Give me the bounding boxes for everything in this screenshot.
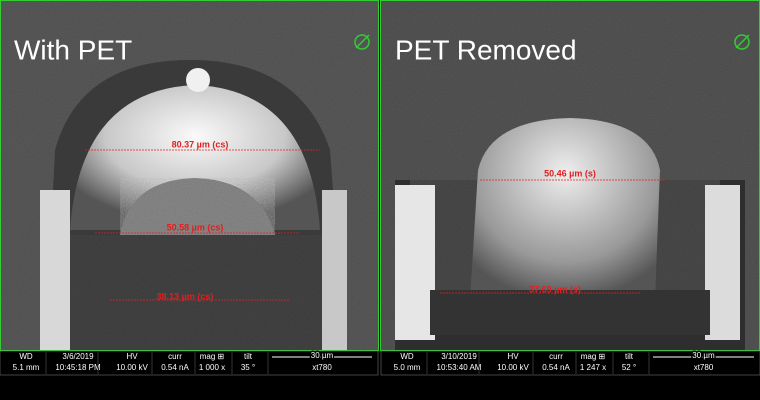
left-image — [0, 0, 378, 350]
measure-label: 80.37 µm (cs) — [172, 139, 229, 149]
left-frame — [0, 0, 379, 351]
tool-label: xt780 — [312, 363, 332, 372]
info-label: HV — [126, 352, 138, 361]
panel-title: With PET — [14, 34, 132, 65]
info-value: 10:53:40 AM — [437, 363, 482, 372]
measure-label: 38.13 µm (cs) — [157, 291, 214, 301]
info-label: 3/6/2019 — [62, 352, 94, 361]
info-label: WD — [19, 352, 33, 361]
scale-label: 30 µm — [311, 351, 334, 360]
info-label: mag ⊞ — [581, 352, 606, 361]
info-label: HV — [507, 352, 519, 361]
info-value: 0.54 nA — [161, 363, 189, 372]
info-label: tilt — [244, 352, 253, 361]
measure-label: 50.58 µm (cs) — [167, 222, 224, 232]
info-value: 10.00 kV — [497, 363, 529, 372]
info-value: 35 ° — [241, 363, 255, 372]
info-value: 0.54 nA — [542, 363, 570, 372]
info-bar — [380, 350, 760, 376]
info-label: mag ⊞ — [200, 352, 225, 361]
tool-label: xt780 — [694, 363, 714, 372]
right-image — [381, 0, 760, 350]
info-label: 3/10/2019 — [441, 352, 477, 361]
info-value: 5.1 mm — [13, 363, 40, 372]
info-value: 10.00 kV — [116, 363, 148, 372]
info-bar — [0, 350, 379, 376]
info-label: curr — [549, 352, 563, 361]
info-label: WD — [400, 352, 414, 361]
scale-label: 30 µm — [692, 351, 715, 360]
panel-title: PET Removed — [395, 34, 577, 65]
info-label: curr — [168, 352, 182, 361]
info-value: 10:45:18 PM — [55, 363, 101, 372]
info-value: 52 ° — [622, 363, 636, 372]
info-value: 1 000 x — [199, 363, 225, 372]
green-icons — [354, 34, 750, 50]
info-label: tilt — [625, 352, 634, 361]
measure-label: 50.46 µm (s) — [544, 168, 596, 178]
info-value: 5.0 mm — [394, 363, 421, 372]
info-value: 1 247 x — [580, 363, 606, 372]
measure-label: 37.69 µm (s) — [529, 284, 581, 294]
